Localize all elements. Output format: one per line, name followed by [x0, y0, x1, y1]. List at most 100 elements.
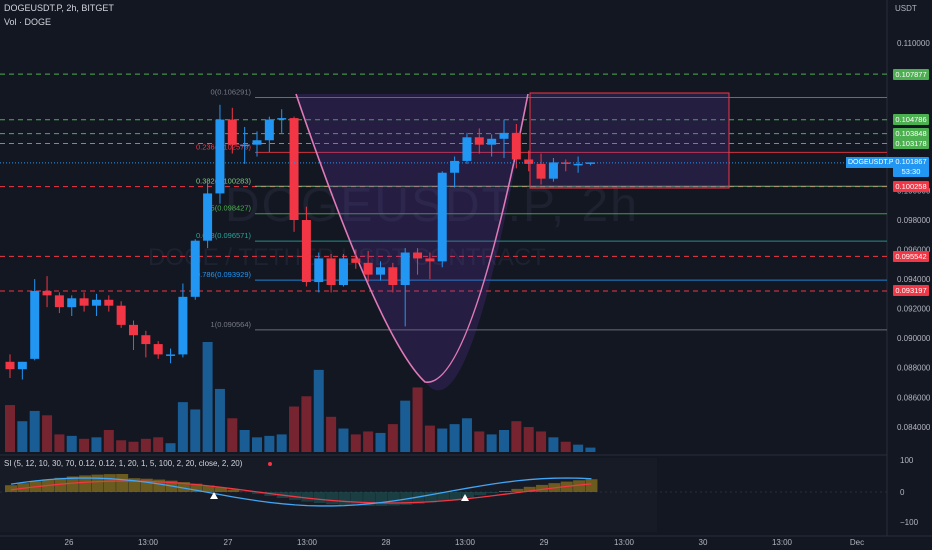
time-tick-label: Dec	[850, 538, 864, 547]
candle-body[interactable]	[277, 118, 287, 120]
candle-body[interactable]	[116, 305, 126, 325]
volume-bar	[486, 434, 497, 452]
candle-body[interactable]	[54, 295, 64, 308]
fib-label: 1(0.090564)	[211, 320, 252, 329]
candle-body[interactable]	[5, 361, 15, 370]
candle-body[interactable]	[450, 160, 460, 173]
indicator-histogram-bar	[103, 474, 116, 492]
candle-body[interactable]	[79, 298, 89, 306]
fib-label: 0.5(0.098427)	[204, 204, 251, 213]
indicator-histogram-bar	[437, 492, 450, 502]
candle-body[interactable]	[351, 258, 361, 263]
volume-bar	[252, 437, 262, 452]
candle-body[interactable]	[326, 258, 336, 286]
indicator-histogram-bar	[536, 484, 549, 492]
candle-body[interactable]	[30, 290, 40, 359]
candle-body[interactable]	[91, 299, 101, 306]
candle-body[interactable]	[413, 252, 423, 259]
candle-body[interactable]	[585, 162, 595, 164]
candle-body[interactable]	[227, 119, 237, 145]
price-level-tag: 0.095542	[893, 250, 929, 262]
volume-bar	[17, 421, 28, 452]
candle-body[interactable]	[17, 361, 27, 370]
indicator-histogram-bar	[449, 492, 462, 500]
price-tick-label: 0.110000	[897, 39, 930, 48]
candle-body[interactable]	[178, 296, 188, 355]
candle-body[interactable]	[289, 118, 299, 221]
indicator-histogram-bar	[289, 492, 302, 500]
candle-body[interactable]	[511, 132, 521, 160]
volume-bar	[227, 418, 238, 452]
volume-bar	[536, 431, 547, 452]
volume-bar	[449, 424, 460, 452]
candle-body[interactable]	[499, 132, 509, 139]
candle-body[interactable]	[215, 119, 225, 194]
candle-body[interactable]	[153, 344, 163, 355]
candle-body[interactable]	[129, 324, 138, 336]
candle-body[interactable]	[301, 220, 311, 283]
indicator-histogram-bar	[523, 486, 536, 492]
candle-body[interactable]	[437, 172, 447, 262]
volume-bar	[326, 416, 337, 452]
volume-bar	[573, 444, 584, 452]
time-tick-label: 30	[699, 538, 708, 547]
time-tick-label: 13:00	[138, 538, 159, 547]
price-level-tag: 0.103848	[893, 128, 929, 140]
indicator-histogram-bar	[499, 491, 511, 492]
candle-body[interactable]	[363, 262, 373, 275]
candle-body[interactable]	[487, 138, 497, 145]
candle-body[interactable]	[190, 240, 200, 297]
price-tick-label: 0.096000	[897, 246, 931, 255]
handle-box	[529, 92, 730, 189]
candle-body[interactable]	[67, 298, 77, 308]
volume-bar	[116, 440, 127, 452]
time-tick-label: 13:00	[455, 538, 476, 547]
candle-body[interactable]	[524, 159, 534, 164]
indicator-histogram-bar	[573, 480, 586, 492]
indicator-histogram-bar	[5, 485, 17, 492]
volume-bar	[474, 431, 485, 452]
volume-bar	[560, 441, 571, 452]
candle-body[interactable]	[376, 267, 385, 275]
indicator-histogram-bar	[350, 492, 363, 506]
candle-body[interactable]	[400, 252, 410, 286]
volume-bar	[301, 396, 312, 452]
volume-label[interactable]: Vol · DOGE	[4, 17, 52, 27]
volume-bar	[511, 421, 522, 452]
candle-body[interactable]	[240, 144, 250, 147]
volume-bar	[313, 369, 324, 452]
volume-bar	[499, 430, 509, 452]
price-tick-label: 0.086000	[897, 393, 931, 402]
candle-body[interactable]	[425, 258, 435, 262]
indicator-histogram-bar	[474, 492, 487, 496]
candle-body[interactable]	[42, 290, 52, 296]
indicator-histogram-bar	[252, 492, 264, 494]
indicator-tick-label: 0	[900, 488, 905, 497]
volume-bar	[54, 434, 65, 452]
candle-body[interactable]	[314, 258, 324, 283]
candle-body[interactable]	[536, 163, 546, 179]
bar-countdown: 53:30	[901, 167, 921, 177]
volume-bar	[289, 406, 300, 452]
symbol-title[interactable]: DOGEUSDT.P, 2h, BITGET	[4, 3, 114, 13]
candle-body[interactable]	[264, 119, 274, 141]
indicator-histogram-bar	[486, 492, 499, 494]
sell-signal-marker	[268, 462, 272, 466]
candle-body[interactable]	[141, 335, 151, 345]
candle-body[interactable]	[474, 137, 484, 145]
indicator-label[interactable]: SI (5, 12, 10, 30, 70, 0.12, 0.12, 1, 20…	[4, 459, 243, 468]
candle-body[interactable]	[203, 193, 213, 241]
volume-bar	[338, 428, 349, 452]
candle-body[interactable]	[462, 137, 472, 161]
candle-body[interactable]	[166, 354, 176, 356]
candle-body[interactable]	[338, 258, 348, 286]
indicator-histogram-bar	[79, 475, 92, 492]
candle-body[interactable]	[561, 162, 571, 164]
candle-body[interactable]	[252, 140, 262, 145]
price-tick-label: 0.094000	[897, 275, 931, 284]
candle-body[interactable]	[548, 162, 558, 179]
candle-body[interactable]	[104, 299, 114, 306]
candle-body[interactable]	[388, 267, 398, 286]
candle-body[interactable]	[573, 163, 583, 166]
